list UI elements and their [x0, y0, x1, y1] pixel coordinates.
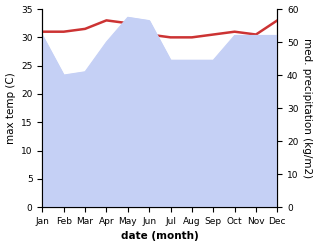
Y-axis label: med. precipitation (kg/m2): med. precipitation (kg/m2)	[302, 38, 313, 178]
Y-axis label: max temp (C): max temp (C)	[5, 72, 16, 144]
X-axis label: date (month): date (month)	[121, 231, 199, 242]
